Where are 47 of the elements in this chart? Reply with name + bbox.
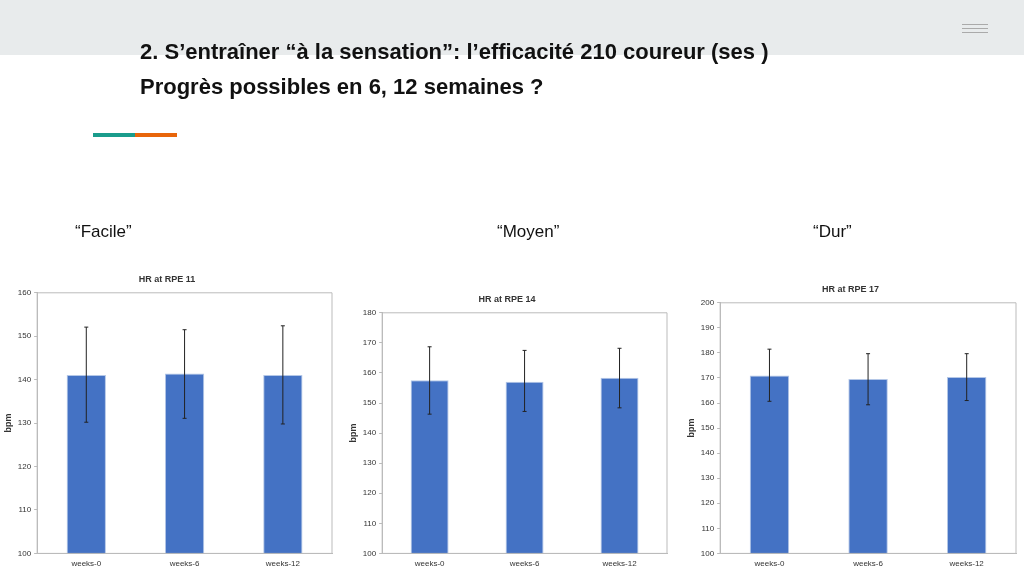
chart-title: HR at RPE 17 xyxy=(821,283,880,294)
y-tick-label: 100 xyxy=(362,548,377,558)
y-tick-label: 180 xyxy=(700,348,715,358)
y-tick-label: 200 xyxy=(700,298,715,307)
y-tick-label: 110 xyxy=(701,523,715,533)
text: 2. S’entraîner “à la sensation”: l’efficacité 210 coureur (ses ) xyxy=(140,38,769,66)
chart-subtitle: “Facile” xyxy=(75,222,132,242)
y-tick-label: 120 xyxy=(362,488,377,498)
y-tick-label: 160 xyxy=(362,368,377,378)
chart-title: HR at RPE 11 xyxy=(138,273,196,284)
y-tick-label: 190 xyxy=(700,323,715,333)
x-tick-label: weeks-6 xyxy=(168,559,201,569)
chart-title: HR at RPE 14 xyxy=(478,293,536,304)
x-tick-label: weeks-6 xyxy=(508,559,541,569)
text: Progrès possibles en 6, 12 semaines ? xyxy=(140,73,545,101)
y-axis-title: bpm xyxy=(2,413,13,433)
y-tick-label: 140 xyxy=(17,374,32,384)
y-tick-label: 110 xyxy=(363,518,377,528)
y-tick-label: 130 xyxy=(362,458,377,468)
y-tick-label: 160 xyxy=(17,288,32,297)
y-tick-label: 130 xyxy=(700,473,715,483)
y-tick-label: 150 xyxy=(700,423,715,433)
y-tick-label: 140 xyxy=(700,448,715,458)
chart-subtitle: “Moyen” xyxy=(497,222,560,242)
y-tick-label: 150 xyxy=(17,331,32,341)
y-tick-label: 170 xyxy=(362,338,377,348)
y-tick-label: 100 xyxy=(17,548,32,558)
x-tick-label: weeks-0 xyxy=(753,559,785,569)
x-tick-label: weeks-12 xyxy=(601,559,638,569)
y-axis-title: bpm xyxy=(347,423,358,443)
chart-subtitle: “Dur” xyxy=(813,222,852,242)
y-tick-label: 130 xyxy=(17,418,32,428)
x-tick-label: weeks-0 xyxy=(413,559,446,569)
x-tick-label: weeks-6 xyxy=(852,559,884,569)
y-tick-label: 140 xyxy=(362,428,377,438)
x-tick-label: weeks-12 xyxy=(264,559,301,569)
x-tick-label: weeks-12 xyxy=(948,559,985,569)
y-tick-label: 160 xyxy=(700,398,715,408)
y-axis-title: bpm xyxy=(685,418,696,438)
y-tick-label: 100 xyxy=(700,548,715,558)
y-tick-label: 170 xyxy=(700,373,715,383)
y-tick-label: 150 xyxy=(362,398,377,408)
y-tick-label: 120 xyxy=(17,461,32,471)
x-tick-label: weeks-0 xyxy=(70,559,102,569)
y-tick-label: 180 xyxy=(362,308,377,317)
y-tick-label: 110 xyxy=(18,505,32,515)
y-tick-label: 120 xyxy=(700,498,715,508)
